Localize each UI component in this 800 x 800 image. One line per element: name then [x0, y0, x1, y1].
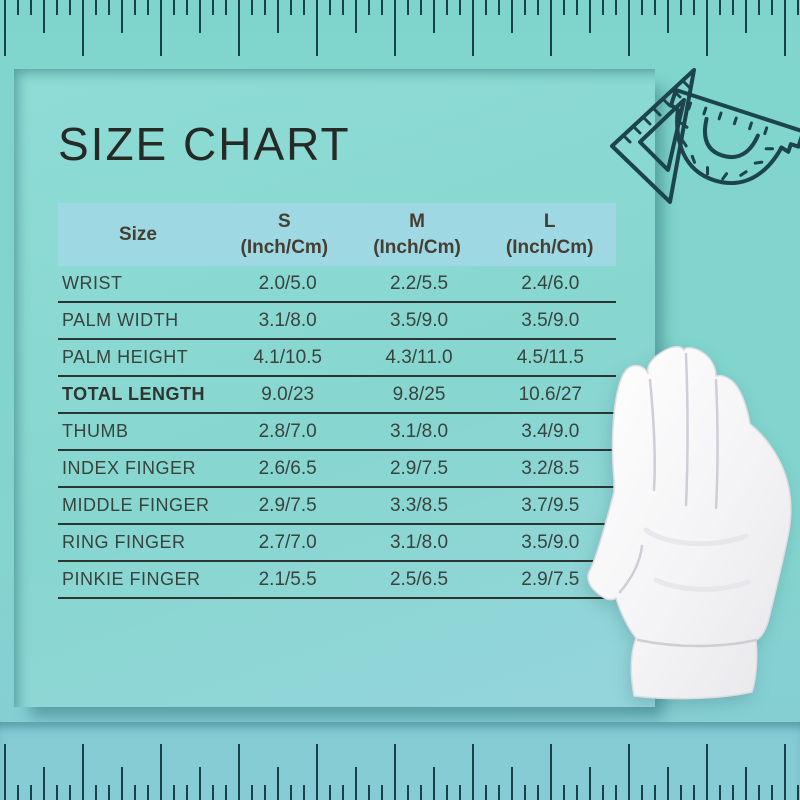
size-table: Size S (Inch/Cm) M (Inch/Cm) L (Inch/Cm)… — [58, 203, 616, 599]
column-header-m: M (Inch/Cm) — [373, 210, 461, 258]
column-header-l: L (Inch/Cm) — [505, 210, 594, 258]
column-header-size: Size — [118, 223, 158, 245]
table-row: PALM WIDTH 3.1/8.0 3.5/9.0 3.5/9.0 — [58, 303, 616, 340]
table-row: INDEX FINGER 2.6/6.5 2.9/7.5 3.2/8.5 — [58, 451, 616, 488]
table-row: THUMB 2.8/7.0 3.1/8.0 3.4/9.0 — [58, 414, 616, 451]
glove-image — [587, 345, 792, 700]
size-chart-card: SIZE CHART Size S (Inch/Cm) M (Inch/Cm) … — [14, 69, 655, 707]
ruler-top — [0, 0, 800, 60]
column-header-s: S (Inch/Cm) — [240, 210, 329, 258]
table-row: PINKIE FINGER 2.1/5.5 2.5/6.5 2.9/7.5 — [58, 562, 616, 599]
set-square-icon — [610, 68, 696, 204]
set-square-protractor-icon — [610, 68, 800, 204]
page-title: SIZE CHART — [58, 118, 351, 170]
table-header-row: Size S (Inch/Cm) M (Inch/Cm) L (Inch/Cm) — [58, 203, 616, 266]
table-row: RING FINGER 2.7/7.0 3.1/8.0 3.5/9.0 — [58, 525, 616, 562]
table-row: WRIST 2.0/5.0 2.2/5.5 2.4/6.0 — [58, 266, 616, 303]
table-row: MIDDLE FINGER 2.9/7.5 3.3/8.5 3.7/9.5 — [58, 488, 616, 525]
ruler-bottom — [0, 722, 800, 800]
table-row-total-length: TOTAL LENGTH 9.0/23 9.8/25 10.6/27 — [58, 377, 616, 414]
table-row: PALM HEIGHT 4.1/10.5 4.3/11.0 4.5/11.5 — [58, 340, 616, 377]
protractor-icon — [668, 88, 800, 185]
